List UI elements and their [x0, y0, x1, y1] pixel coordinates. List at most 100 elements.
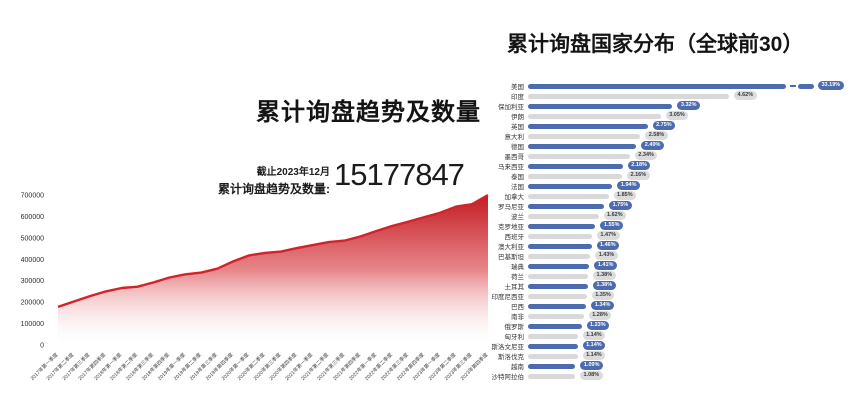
y-axis-tick-label: 500000 — [21, 235, 44, 242]
value-pill: 2.58% — [645, 131, 668, 141]
value-pill: 1.34% — [591, 301, 614, 311]
bar-track: 33.19% — [528, 81, 850, 91]
bar-track: 2.58% — [528, 131, 850, 141]
bar-row: 法国 1.94% — [484, 181, 850, 191]
bar-row: 俄罗斯 1.23% — [484, 321, 850, 331]
value-pill: 1.14% — [582, 341, 606, 351]
value-pill: 1.75% — [609, 201, 632, 211]
value-pill: 1.43% — [595, 251, 618, 261]
x-axis-tick-label: 2022年第一季度 — [347, 351, 377, 381]
bar-row: 泰国 2.16% — [484, 171, 850, 181]
bar-track: 1.14% — [528, 351, 850, 361]
bar-row: 巴基斯坦 1.43% — [484, 251, 850, 261]
y-axis-tick-label: 200000 — [21, 300, 44, 307]
country-bar-chart: 美国 33.19% 印度 4.62% 保加利亚 3.32% 伊朗 3.05% 英国 2.75% 意大… — [484, 81, 850, 381]
x-axis-tick-label: 2022年第二季度 — [363, 351, 393, 381]
y-axis-tick-label: 100000 — [21, 321, 44, 328]
country-label: 荷兰 — [511, 274, 524, 281]
y-axis-tick-label: 0 — [40, 343, 44, 350]
country-label: 瑞典 — [511, 264, 524, 271]
bar-track: 1.47% — [528, 231, 850, 241]
y-axis-tick-label: 400000 — [21, 257, 44, 264]
bar-row: 荷兰 1.38% — [484, 271, 850, 281]
bar-track: 2.18% — [528, 161, 850, 171]
bar-track: 1.41% — [528, 261, 850, 271]
y-axis-tick-label: 700000 — [21, 193, 44, 200]
bar-row: 斯洛文尼亚 1.14% — [484, 341, 850, 351]
trend-total-stat: 截止2023年12月 累计询盘趋势及数量: 15177847 — [218, 158, 465, 197]
x-axis-tick-label: 2017年第一季度 — [29, 351, 59, 381]
y-axis-tick-label: 300000 — [21, 278, 44, 285]
bar-track: 2.16% — [528, 171, 850, 181]
country-label: 泰国 — [511, 174, 524, 181]
x-axis-tick-label: 2021年第一季度 — [284, 351, 314, 381]
bar-segment — [528, 93, 729, 99]
value-pill: 1.23% — [586, 321, 610, 331]
bar-segment — [528, 363, 576, 369]
country-label: 印度尼西亚 — [491, 294, 525, 301]
value-pill: 1.46% — [596, 241, 620, 251]
value-pill: 1.14% — [582, 331, 606, 341]
country-label: 巴基斯坦 — [498, 254, 524, 261]
x-axis-tick-label: 2020年第三季度 — [252, 351, 282, 381]
bar-segment — [528, 183, 613, 189]
bar-row: 瑞典 1.41% — [484, 261, 850, 271]
country-label: 西班牙 — [504, 234, 525, 241]
value-pill: 1.09% — [580, 361, 603, 371]
bar-segment — [528, 133, 641, 139]
bar-track: 1.14% — [528, 331, 850, 341]
country-label: 克罗地亚 — [498, 224, 524, 231]
value-pill: 2.16% — [627, 171, 650, 181]
value-pill: 1.55% — [600, 221, 623, 231]
bar-row: 克罗地亚 1.55% — [484, 221, 850, 231]
bar-segment — [798, 83, 814, 89]
bar-row: 匈牙利 1.14% — [484, 331, 850, 341]
value-pill: 2.75% — [652, 121, 676, 131]
x-axis-tick-label: 2018年第四季度 — [140, 351, 170, 381]
value-pill: 3.32% — [677, 101, 700, 111]
bar-track: 1.14% — [528, 341, 850, 351]
value-pill: 1.14% — [582, 351, 606, 361]
country-label: 斯洛伐克 — [498, 354, 524, 361]
value-pill: 1.28% — [588, 311, 612, 321]
y-axis-tick-label: 600000 — [21, 214, 44, 221]
bar-track: 1.09% — [528, 361, 850, 371]
bar-segment — [528, 213, 599, 219]
value-pill: 4.62% — [734, 91, 757, 101]
country-label: 意大利 — [504, 134, 525, 141]
x-axis-tick-label: 2018年第二季度 — [109, 351, 139, 381]
bar-track: 1.75% — [528, 201, 850, 211]
bar-track: 1.34% — [528, 301, 850, 311]
x-axis-tick-label: 2020年第四季度 — [268, 351, 298, 381]
bar-segment — [528, 353, 578, 359]
country-label: 加拿大 — [504, 194, 525, 201]
axis-break-dash — [790, 85, 796, 87]
value-pill: 1.85% — [613, 191, 637, 201]
trend-line — [57, 193, 489, 309]
bar-segment — [528, 103, 673, 109]
bar-track: 2.34% — [528, 151, 850, 161]
bar-track: 1.85% — [528, 191, 850, 201]
bar-track: 1.55% — [528, 221, 850, 231]
x-axis-tick-label: 2020年第一季度 — [220, 351, 250, 381]
bar-segment — [528, 223, 596, 229]
country-label: 伊朗 — [511, 114, 524, 121]
x-axis-tick-label: 2021年第四季度 — [332, 351, 362, 381]
x-axis-tick-label: 2021年第三季度 — [316, 351, 346, 381]
value-pill: 1.38% — [593, 271, 616, 281]
bar-row: 意大利 2.58% — [484, 131, 850, 141]
x-axis-tick-label: 2023年第一季度 — [411, 351, 441, 381]
country-label: 澳大利亚 — [498, 244, 524, 251]
value-pill: 1.94% — [617, 181, 640, 191]
country-label: 英国 — [511, 124, 524, 131]
bar-row: 罗马尼亚 1.75% — [484, 201, 850, 211]
x-axis-tick-label: 2022年第三季度 — [379, 351, 409, 381]
bar-segment — [528, 113, 661, 119]
country-label: 南非 — [511, 314, 524, 321]
value-pill: 3.05% — [665, 111, 689, 121]
x-axis-tick-label: 2020年第二季度 — [236, 351, 266, 381]
bar-segment — [528, 173, 622, 179]
bar-row: 印度 4.62% — [484, 91, 850, 101]
country-label: 保加利亚 — [498, 104, 524, 111]
bar-row: 南非 1.28% — [484, 311, 850, 321]
